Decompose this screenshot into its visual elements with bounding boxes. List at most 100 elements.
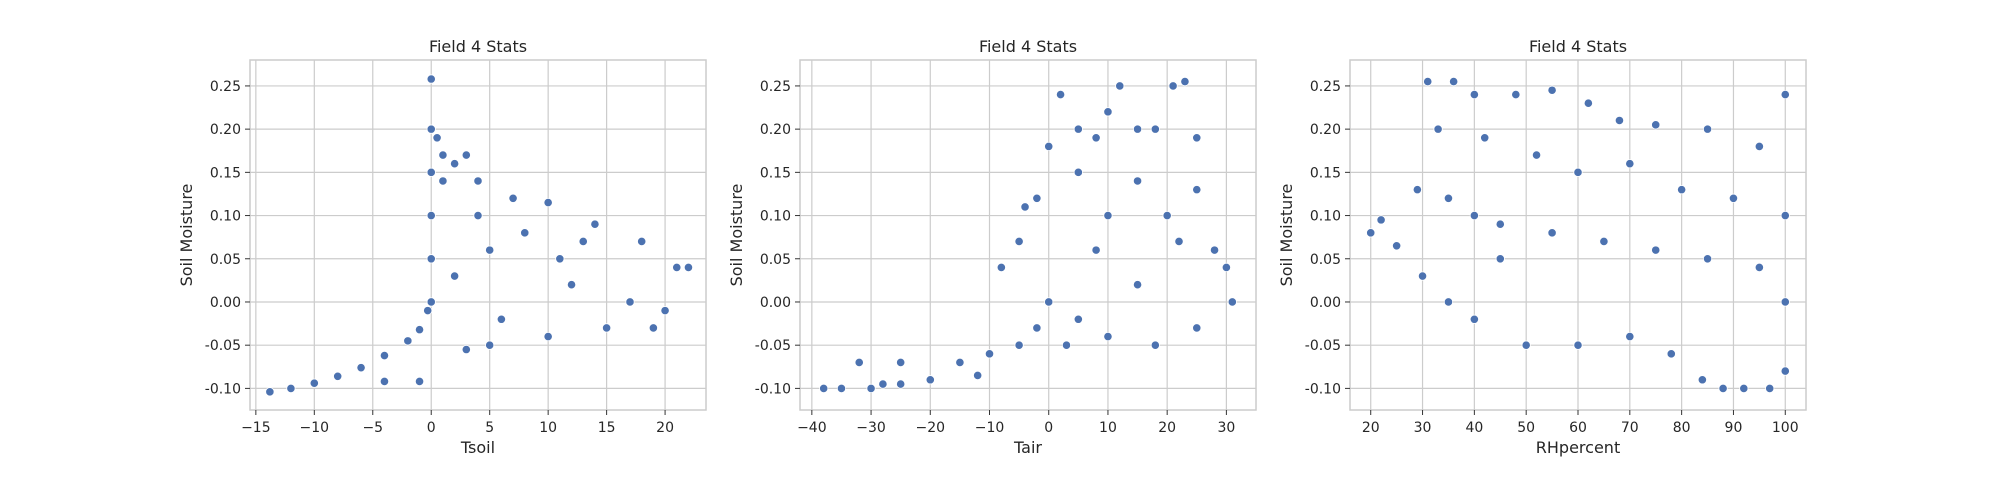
scatter-point <box>1032 193 1042 203</box>
y-axis-label: Soil Moisture <box>1277 184 1296 287</box>
scatter-point <box>461 344 471 355</box>
scatter-point <box>1412 185 1422 195</box>
scatter-points <box>819 77 1237 393</box>
y-tick-label: 0.20 <box>210 122 241 138</box>
scatter-point <box>925 375 935 385</box>
scatter-point <box>1227 297 1237 307</box>
scatter-point <box>1469 89 1479 100</box>
scatter-point <box>485 245 495 255</box>
scatter-point <box>1765 383 1775 393</box>
y-tick-label: 0.15 <box>760 165 791 181</box>
scatter-point <box>543 197 553 208</box>
scatter-point <box>426 210 436 221</box>
scatter-point <box>660 306 670 316</box>
grid <box>800 60 1256 410</box>
scatter-point <box>1780 297 1790 307</box>
x-tick-label: 30 <box>1414 420 1432 436</box>
x-tick-label: −20 <box>916 420 946 436</box>
scatter-point <box>1132 280 1143 290</box>
scatter-point <box>1091 245 1101 255</box>
scatter-point <box>984 349 995 359</box>
scatter-point <box>356 363 366 373</box>
scatter-point <box>602 323 612 333</box>
scatter-point <box>286 383 296 393</box>
scatter-point <box>1044 141 1054 152</box>
scatter-point <box>1739 383 1749 393</box>
scatter-points <box>265 74 694 397</box>
grid <box>1350 60 1806 410</box>
scatter-point <box>1132 124 1143 134</box>
scatter-point <box>1055 89 1066 100</box>
scatter-point <box>1702 124 1713 134</box>
y-tick-label: 0.00 <box>760 295 791 311</box>
scatter-point <box>1032 323 1042 333</box>
x-tick-label: 80 <box>1673 420 1691 436</box>
subplot-tair: −40 −30 −20 −10 0 10 20 30 -0.10 -0.05 0.00 0.05 0.… <box>727 37 1257 457</box>
x-tick-label: −30 <box>856 420 886 436</box>
scatter-point <box>1044 297 1054 307</box>
y-axis-ticks: -0.10 -0.05 0.00 0.05 0.10 0.15 0.20 0.25 <box>205 79 250 397</box>
y-tick-label: 0.05 <box>760 252 791 268</box>
scatter-point <box>461 150 471 160</box>
y-tick-label: 0.00 <box>1310 295 1341 311</box>
scatter-point <box>896 379 906 389</box>
x-tick-label: 0 <box>427 420 436 436</box>
x-tick-label: 10 <box>1099 420 1117 436</box>
scatter-point <box>1423 77 1433 87</box>
x-tick-label: 90 <box>1725 420 1743 436</box>
scatter-point <box>1754 141 1764 152</box>
x-tick-label: 50 <box>1517 420 1535 436</box>
scatter-point <box>1480 133 1490 143</box>
scatter-point <box>1150 124 1160 134</box>
plot-frame <box>249 59 707 411</box>
x-axis-ticks: −15 −10 −5 0 5 10 15 20 <box>241 410 674 436</box>
y-tick-label: 0.25 <box>210 79 241 95</box>
x-tick-label: 0 <box>1044 420 1053 436</box>
y-axis-label: Soil Moisture <box>177 184 196 287</box>
scatter-point <box>1754 262 1764 273</box>
x-axis-ticks: −40 −30 −20 −10 0 10 20 30 <box>797 410 1235 436</box>
y-tick-label: 0.15 <box>210 165 241 181</box>
y-tick-label: 0.25 <box>1310 79 1341 95</box>
y-tick-label: 0.10 <box>1310 209 1341 225</box>
scatter-point <box>1061 340 1072 350</box>
subplot-rhpercent: 20 30 40 50 60 70 80 90 100 -0.10 -0.05 0.00 0.05 0.… <box>1277 37 1807 457</box>
scatter-point <box>1417 271 1428 281</box>
x-axis-label: RHpercent <box>1536 438 1620 457</box>
scatter-point <box>1433 124 1443 134</box>
scatter-point <box>1469 210 1479 221</box>
scatter-point <box>450 271 460 281</box>
scatter-point <box>543 331 553 342</box>
scatter-point <box>414 325 425 335</box>
scatter-point <box>590 219 600 229</box>
x-tick-label: −5 <box>362 420 383 436</box>
scatter-point <box>1521 340 1531 350</box>
x-axis-ticks: 20 30 40 50 60 70 80 90 100 <box>1362 410 1799 436</box>
scatter-point <box>672 262 682 273</box>
scatter-point <box>1103 107 1113 117</box>
scatter-point <box>379 376 390 387</box>
scatter-point <box>520 228 530 238</box>
x-tick-label: −10 <box>300 420 330 436</box>
scatter-point <box>1666 349 1676 359</box>
x-tick-label: 30 <box>1217 420 1235 436</box>
scatter-point <box>508 193 518 203</box>
x-tick-label: 40 <box>1465 420 1483 436</box>
plot-frame <box>799 59 1257 411</box>
scatter-point <box>379 350 390 361</box>
x-tick-label: 70 <box>1621 420 1639 436</box>
x-tick-label: 20 <box>656 420 674 436</box>
y-tick-label: 0.10 <box>760 209 791 225</box>
scatter-point <box>1014 236 1024 247</box>
scatter-point <box>1449 77 1459 87</box>
scatter-point <box>637 236 647 247</box>
grid <box>250 60 706 410</box>
scatter-point <box>648 323 658 333</box>
chart-title: Field 4 Stats <box>1529 37 1627 56</box>
scatter-point <box>1192 133 1202 143</box>
x-tick-label: 20 <box>1158 420 1176 436</box>
scatter-point <box>1718 383 1728 393</box>
scatter-point <box>1221 262 1231 273</box>
y-axis-label: Soil Moisture <box>727 184 746 287</box>
scatter-point <box>496 314 506 324</box>
